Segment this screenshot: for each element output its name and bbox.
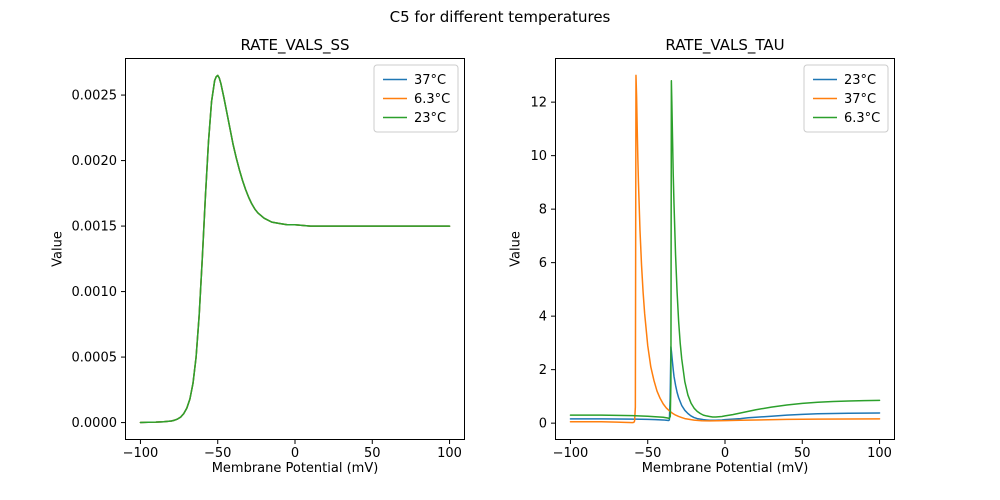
legend: 23°C 37°C 6.3°C: [803, 64, 889, 133]
legend-label: 23°C: [844, 73, 876, 88]
x-tick-label: −50: [634, 446, 661, 461]
x-tick-label: 0: [291, 446, 299, 461]
x-axis-label-ss: Membrane Potential (mV): [211, 461, 379, 476]
y-tick-label: 0.0010: [72, 285, 118, 300]
x-axis-label-tau: Membrane Potential (mV): [641, 461, 809, 476]
y-tick-label: 0.0025: [72, 89, 118, 104]
figure-title: C5 for different temperatures: [389, 8, 611, 26]
legend: 37°C 6.3°C 23°C: [373, 64, 459, 133]
series-line: [569, 79, 881, 420]
x-tick-label: 100: [867, 446, 892, 461]
legend-label: 6.3°C: [844, 111, 880, 126]
y-tick-label: 12: [530, 96, 547, 111]
legend-label: 23°C: [414, 111, 446, 126]
y-tick-label: 0.0000: [72, 416, 118, 431]
y-tick-label: 2: [539, 363, 547, 378]
y-tick-label: 0.0015: [72, 220, 118, 235]
axes-frame: [125, 58, 465, 440]
plot-area-tau: −100 −50 0 50 100 0 2 4 6 8 10 12 23°C 37°C 6.3°C: [530, 58, 895, 461]
y-tick-label: 10: [530, 149, 547, 164]
series-line: [569, 346, 881, 422]
y-tick-label: 0.0020: [72, 154, 118, 169]
legend-label: 37°C: [844, 92, 876, 107]
legend-frame: [803, 64, 889, 133]
chart-title-tau: RATE_VALS_TAU: [665, 36, 785, 54]
x-tick-label: 100: [437, 446, 462, 461]
y-tick-label: 6: [539, 256, 547, 271]
y-axis-label-tau: Value: [508, 231, 524, 267]
x-tick-label: 0: [721, 446, 729, 461]
series-line: [569, 74, 881, 424]
plot-area-ss: −100 −50 0 50 100 0.0000 0.0005 0.0010 0.0015 0.0…: [72, 58, 465, 461]
y-tick-label: 0: [539, 417, 547, 432]
y-tick-label: 8: [539, 203, 547, 218]
y-axis-label-ss: Value: [50, 231, 66, 267]
x-tick-label: 50: [364, 446, 381, 461]
chart-title-ss: RATE_VALS_SS: [240, 36, 350, 54]
y-tick-label: 4: [539, 310, 547, 325]
y-tick-label: 0.0005: [72, 351, 118, 366]
axes-frame: [555, 58, 895, 440]
x-tick-label: −50: [204, 446, 231, 461]
x-tick-label: −100: [553, 446, 589, 461]
legend-frame: [373, 64, 459, 133]
legend-label: 6.3°C: [414, 92, 450, 107]
x-tick-label: 50: [794, 446, 811, 461]
series-line: [139, 74, 451, 424]
x-tick-label: −100: [123, 446, 159, 461]
legend-label: 37°C: [414, 73, 446, 88]
